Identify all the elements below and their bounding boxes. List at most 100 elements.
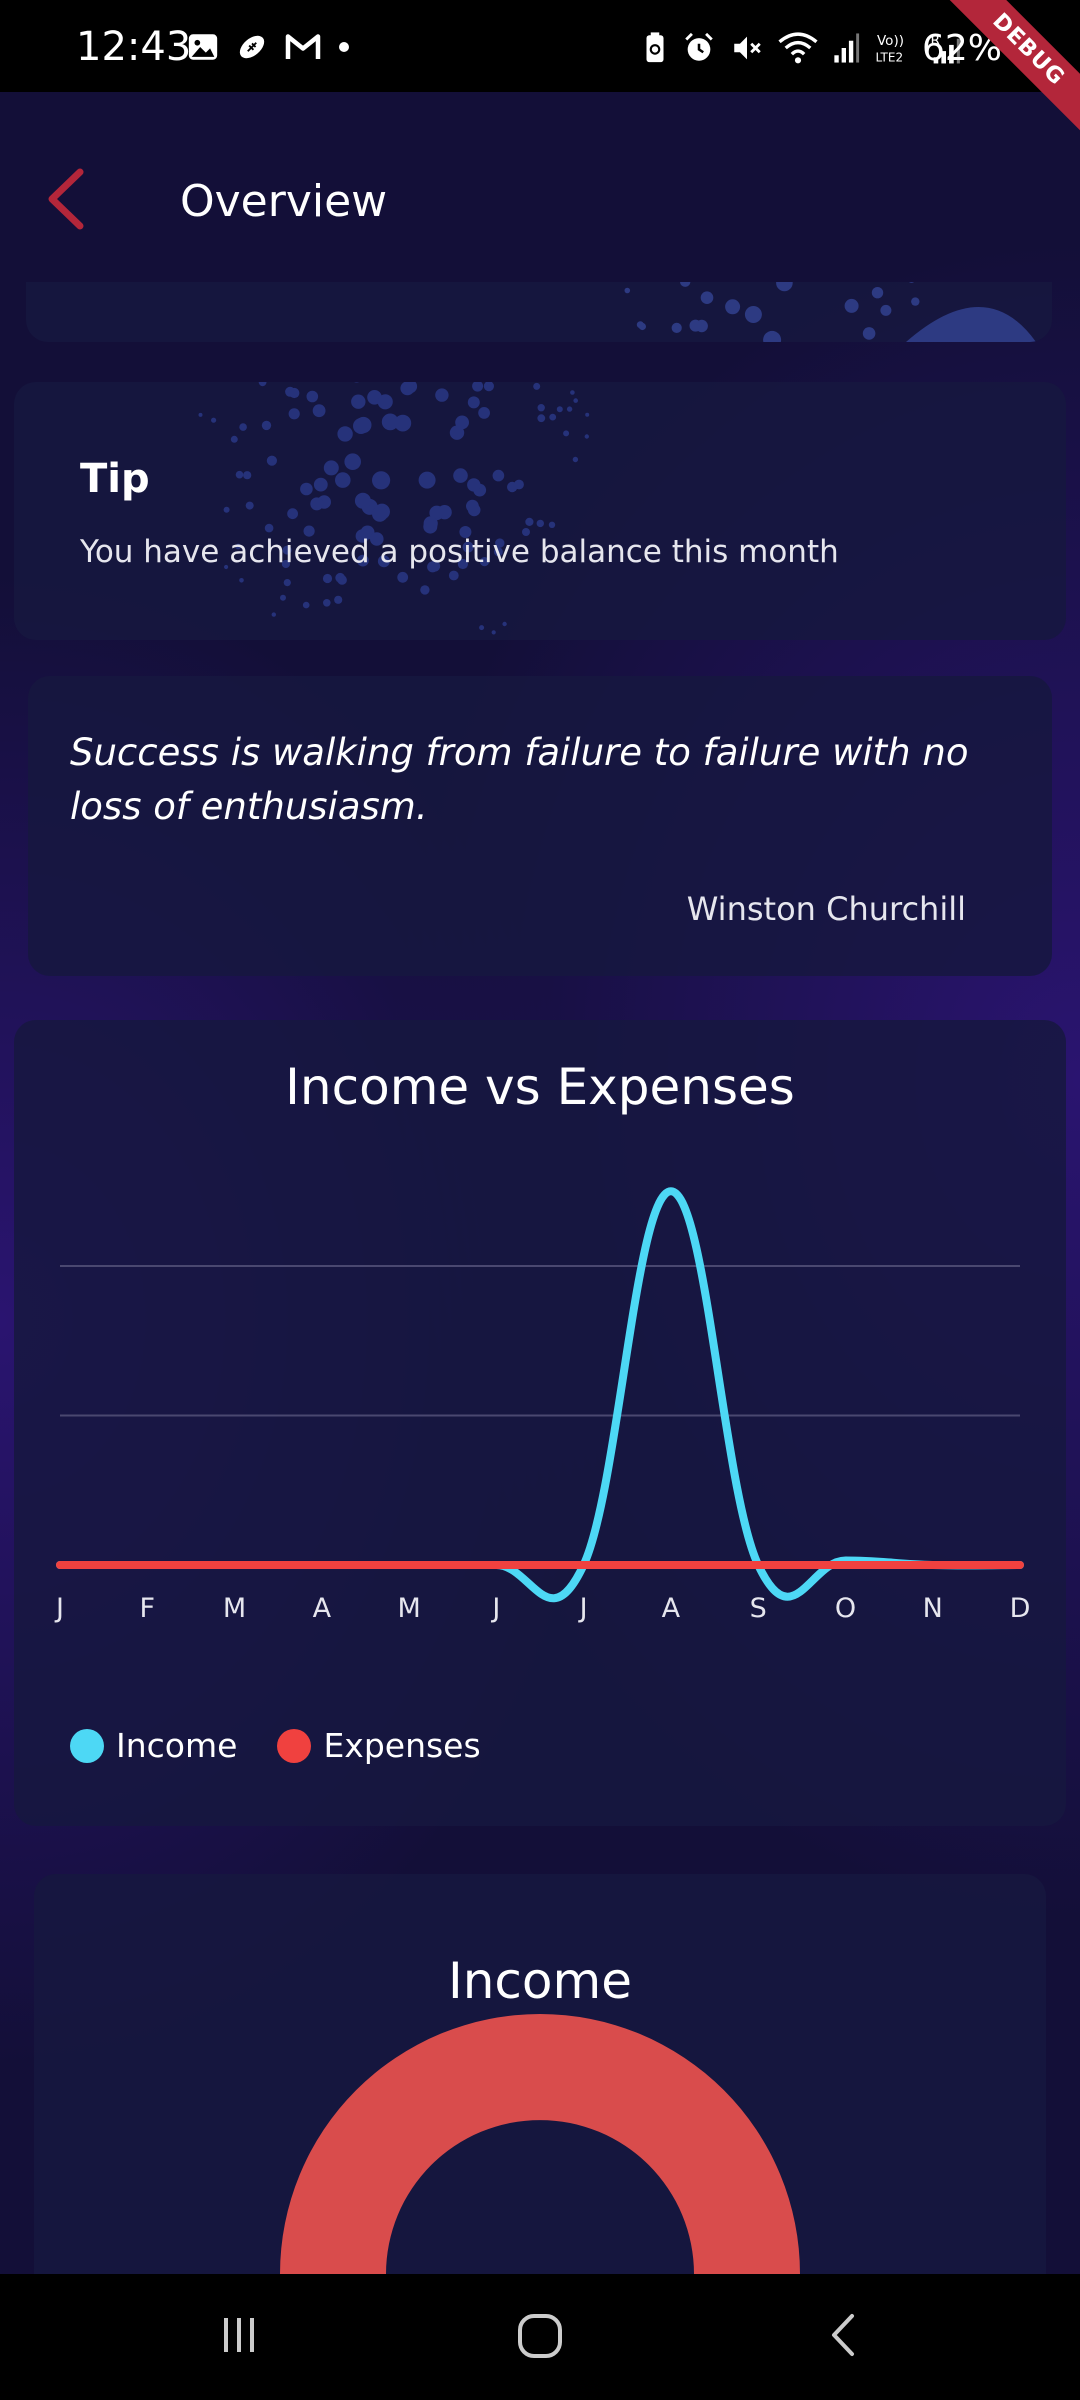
pattern-dot	[344, 453, 361, 470]
pattern-dot	[467, 478, 480, 491]
pattern-dot	[372, 471, 390, 489]
recents-icon[interactable]	[214, 2310, 264, 2360]
pattern-dot	[310, 497, 323, 510]
signal-icon	[832, 32, 860, 64]
pattern-dot	[300, 483, 313, 496]
pattern-dot	[525, 518, 533, 526]
football-icon	[234, 30, 270, 64]
pattern-dot	[573, 398, 578, 403]
pattern-dot	[211, 418, 216, 423]
income-vs-expenses-chart: JFMAMJJASOND	[14, 1020, 1066, 1720]
pattern-dot	[355, 417, 371, 433]
x-tick-label: O	[835, 1593, 856, 1624]
wifi-icon	[778, 31, 818, 65]
home-icon[interactable]	[514, 2310, 566, 2362]
pattern-dot	[420, 585, 429, 594]
app-bar: Overview	[0, 92, 1080, 282]
pattern-dot	[314, 478, 328, 492]
x-tick-label: J	[490, 1593, 500, 1624]
pattern-dot	[468, 396, 480, 408]
pattern-dot	[567, 406, 572, 411]
pattern-dot	[484, 382, 494, 391]
back-icon[interactable]	[820, 2310, 870, 2360]
image-icon	[186, 30, 220, 64]
pattern-dot	[538, 404, 545, 411]
pattern-dot	[284, 579, 291, 586]
pattern-dot	[236, 471, 244, 479]
pattern-dot	[585, 434, 589, 438]
pattern-dot	[259, 382, 267, 386]
pattern-dot	[397, 572, 408, 583]
pattern-dot	[400, 382, 414, 395]
pattern-dot	[378, 394, 393, 409]
pattern-dot	[350, 382, 363, 383]
alarm-icon	[682, 31, 716, 65]
income-vs-expenses-card: Income vs Expenses J F M A M J J A S O N D Income E…	[14, 1020, 1066, 1826]
pattern-dot	[267, 456, 277, 466]
pattern-dot	[455, 416, 469, 430]
legend-dot-expenses	[277, 1729, 311, 1763]
status-notification-icons	[186, 30, 352, 64]
x-tick-label: F	[140, 1593, 156, 1624]
dot-icon	[336, 39, 352, 55]
pattern-dot	[453, 468, 468, 483]
pattern-dot	[199, 413, 203, 417]
pattern-dot	[493, 470, 505, 482]
pattern-dot	[585, 413, 589, 417]
dot-pattern-decoration	[14, 382, 1066, 640]
pattern-dot	[514, 480, 524, 490]
x-tick-label: D	[1010, 1593, 1031, 1624]
pattern-dot	[911, 297, 919, 305]
pattern-dot	[394, 415, 411, 432]
pattern-dot	[880, 305, 891, 316]
pattern-dot	[289, 408, 300, 419]
pattern-dot	[231, 436, 238, 443]
pattern-dot	[537, 414, 545, 422]
pattern-dot	[323, 574, 332, 583]
dot-pattern-decoration	[26, 282, 1052, 342]
income-card: Income	[34, 1874, 1046, 2274]
tip-card: Tip You have achieved a positive balance…	[14, 382, 1066, 640]
pattern-dot	[492, 630, 496, 634]
pattern-dot	[690, 320, 702, 332]
pattern-dot	[549, 522, 555, 528]
svg-text:Vo)): Vo))	[877, 33, 904, 49]
svg-text:LTE2: LTE2	[876, 51, 904, 65]
pattern-dot	[313, 404, 326, 417]
pattern-dot	[280, 595, 286, 601]
quote-text: Success is walking from failure to failu…	[70, 726, 1010, 834]
pattern-dot	[337, 426, 352, 441]
pattern-dot	[872, 287, 883, 298]
pattern-dot	[239, 578, 244, 583]
legend-item-income[interactable]: Income	[70, 1726, 237, 1765]
status-time: 12:43	[76, 24, 191, 70]
back-arrow-icon[interactable]	[40, 164, 100, 234]
pattern-dot	[423, 520, 437, 534]
income-donut-segment	[280, 2014, 800, 2274]
tip-text: You have achieved a positive balance thi…	[80, 534, 839, 570]
status-bar: 12:43	[0, 0, 1080, 92]
pattern-dot	[533, 383, 540, 390]
x-tick-label: A	[313, 1593, 332, 1624]
pattern-dot	[763, 331, 781, 342]
pattern-dot	[351, 395, 365, 409]
x-tick-label: N	[923, 1593, 943, 1624]
pattern-dot	[680, 282, 690, 287]
pattern-dot	[625, 288, 631, 294]
mute-icon	[730, 31, 764, 65]
tip-title: Tip	[80, 456, 150, 502]
summary-card-partial	[26, 282, 1052, 342]
pattern-dot	[573, 457, 578, 462]
x-tick-label: M	[397, 1593, 420, 1624]
pattern-dot	[537, 520, 544, 527]
x-tick-label: S	[750, 1593, 767, 1624]
volte-icon: Vo)) LTE2	[874, 30, 916, 66]
pattern-dot	[307, 391, 319, 403]
pattern-dot	[570, 390, 575, 395]
pattern-dot	[472, 382, 483, 392]
pattern-dot	[265, 524, 274, 533]
pattern-dot	[372, 506, 388, 522]
legend-item-expenses[interactable]: Expenses	[277, 1726, 480, 1765]
pattern-dot	[637, 321, 644, 328]
pattern-dot	[468, 504, 481, 517]
